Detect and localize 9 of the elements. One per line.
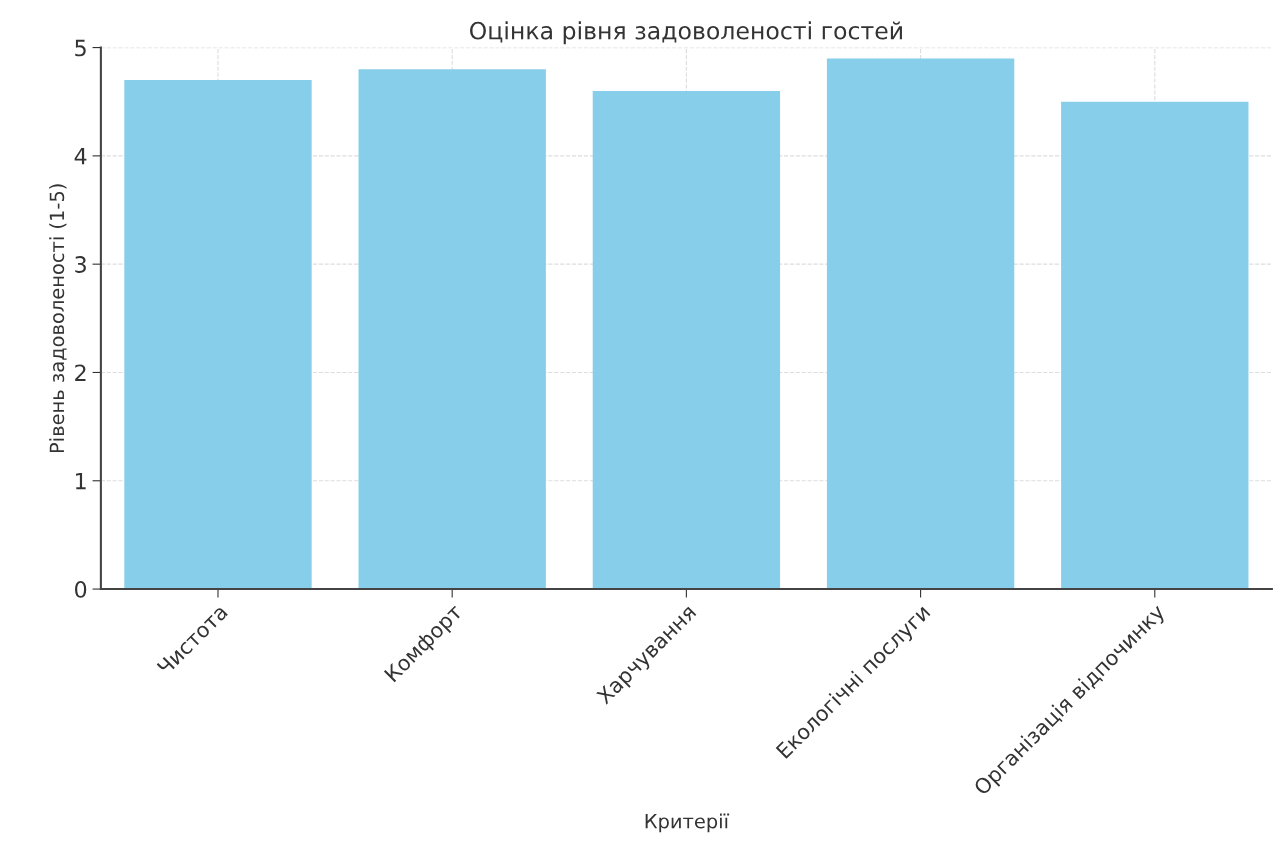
chart-title: Оцінка рівня задоволеності гостей — [470, 21, 902, 45]
y-tick-label: 4 — [74, 148, 87, 165]
y-tick-label: 2 — [75, 364, 86, 381]
y-tick-label: 3 — [75, 256, 86, 273]
y-tick-label: 5 — [75, 39, 86, 57]
y-axis-title: Рівень задоволеності (1-5) — [49, 184, 67, 453]
x-axis-title: Критерії — [645, 813, 730, 833]
y-tick-label: 0 — [75, 581, 87, 598]
y-tick-label: 1 — [75, 473, 86, 490]
